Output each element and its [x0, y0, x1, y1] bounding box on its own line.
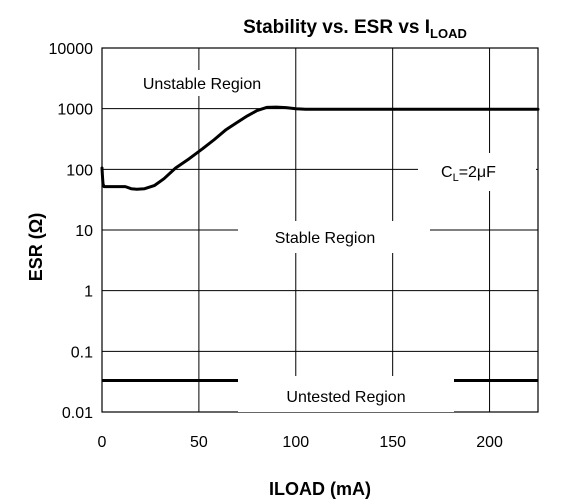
x-tick-label: 50 — [190, 434, 208, 451]
cap-label-main: C — [441, 164, 453, 181]
y-tick-labels: 0.01 0.1 1 10 100 1000 10000 — [49, 41, 94, 422]
chart-title-subscript: LOAD — [430, 26, 467, 41]
x-tick-label: 100 — [282, 434, 309, 451]
stable-region-label: Stable Region — [275, 230, 376, 247]
y-tick-label: 100 — [66, 162, 93, 179]
y-axis-label: ESR (Ω) — [26, 213, 46, 281]
y-tick-label: 1 — [84, 284, 93, 301]
y-tick-label: 10 — [75, 223, 93, 240]
stability-boundary-line — [100, 105, 540, 191]
cap-label-subscript: L — [453, 172, 459, 184]
untested-region-label: Untested Region — [286, 389, 405, 406]
cap-label-bg — [418, 153, 536, 191]
y-tick-label: 0.1 — [71, 344, 93, 361]
capacitance-label: CL=2μF — [441, 164, 496, 184]
x-axis-label: ILOAD (mA) — [269, 479, 371, 499]
stable-label-bg — [238, 221, 430, 253]
series — [100, 105, 540, 383]
x-tick-labels: 0 50 100 150 200 — [98, 434, 503, 451]
unstable-label-bg — [117, 70, 287, 96]
cap-label-rest: =2μF — [459, 164, 496, 181]
y-tick-label: 10000 — [49, 41, 94, 58]
chart-title: Stability vs. ESR vs ILOAD — [243, 17, 467, 41]
y-tick-label: 1000 — [57, 102, 93, 119]
y-tick-label: 0.01 — [62, 405, 93, 422]
x-tick-label: 200 — [476, 434, 503, 451]
chart-title-main: Stability vs. ESR vs I — [243, 17, 430, 38]
unstable-region-label: Unstable Region — [143, 76, 261, 93]
untested-label-bg — [238, 376, 454, 412]
x-tick-label: 0 — [98, 434, 107, 451]
x-tick-label: 150 — [379, 434, 406, 451]
